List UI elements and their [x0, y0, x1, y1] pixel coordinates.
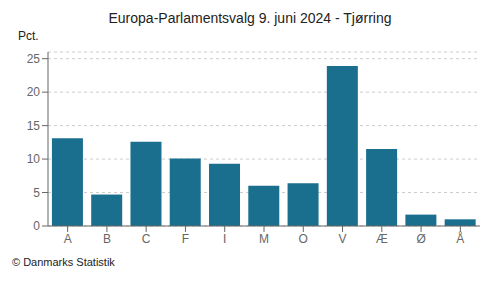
- svg-text:B: B: [103, 232, 111, 246]
- html-text:Europa-Parlamentsvalg 9. juni: Europa-Parlamentsvalg 9. juni 2024 - Tjø…: [108, 10, 392, 26]
- svg-text:Ø: Ø: [416, 232, 425, 246]
- svg-text:F: F: [182, 232, 189, 246]
- svg-text:25: 25: [27, 52, 41, 66]
- svg-text:C: C: [142, 232, 151, 246]
- svg-text:10: 10: [27, 152, 41, 166]
- svg-text:20: 20: [27, 85, 41, 99]
- svg-text:O: O: [299, 232, 308, 246]
- svg-text:0: 0: [33, 219, 40, 233]
- svg-text:A: A: [64, 232, 72, 246]
- svg-text:Æ: Æ: [376, 232, 388, 246]
- html-text:Pct.: Pct.: [18, 29, 39, 43]
- svg-text:M: M: [259, 232, 269, 246]
- svg-text:V: V: [339, 232, 347, 246]
- html-text:© Danmarks Statistik: © Danmarks Statistik: [12, 256, 115, 268]
- svg-text:15: 15: [27, 119, 41, 133]
- svg-text:5: 5: [33, 186, 40, 200]
- svg-text:Å: Å: [456, 231, 464, 246]
- svg-text:I: I: [223, 232, 226, 246]
